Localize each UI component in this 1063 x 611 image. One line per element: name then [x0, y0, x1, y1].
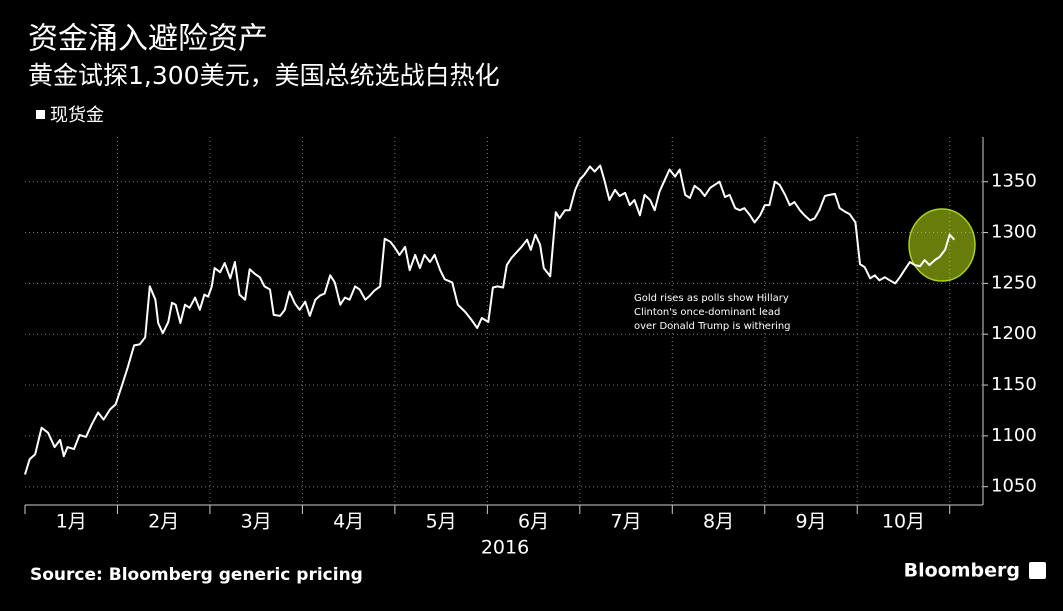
brand-icon — [1029, 562, 1046, 579]
annotation-line: over Donald Trump is withering — [634, 321, 791, 332]
y-tick-label: 1250 — [991, 272, 1037, 293]
y-tick-label: 1150 — [991, 374, 1037, 395]
y-tick-label: 1350 — [991, 171, 1037, 192]
brand-logo: Bloomberg — [904, 560, 1020, 582]
legend-swatch — [36, 110, 45, 119]
y-tick-label: 1200 — [991, 323, 1037, 344]
price-line — [24, 164, 956, 475]
x-tick-label: 9月 — [795, 511, 826, 533]
y-tick-label: 1050 — [991, 476, 1037, 497]
chart-title: 资金涌入避险资产 — [28, 22, 268, 57]
annotation-line: Gold rises as polls show Hillary — [634, 293, 789, 304]
x-tick-label: 8月 — [703, 511, 734, 533]
x-tick-label: 6月 — [518, 511, 549, 533]
chart-subtitle: 黄金试探1,300美元，美国总统选战白热化 — [28, 61, 500, 90]
x-axis-label: 2016 — [481, 537, 529, 559]
source-note: Source: Bloomberg generic pricing — [30, 565, 363, 585]
y-tick-label: 1100 — [991, 425, 1037, 446]
x-tick-label: 2月 — [148, 511, 179, 533]
x-tick-label: 1月 — [56, 511, 87, 533]
x-tick-label: 10月 — [882, 511, 925, 533]
legend-label: 现货金 — [50, 105, 104, 126]
x-tick-label: 4月 — [333, 511, 364, 533]
y-tick-label: 1300 — [991, 222, 1037, 243]
highlight-ellipse — [908, 208, 976, 282]
x-tick-label: 7月 — [611, 511, 642, 533]
annotation-line: Clinton's once-dominant lead — [634, 307, 780, 318]
x-tick-label: 5月 — [426, 511, 457, 533]
x-tick-label: 3月 — [241, 511, 272, 533]
